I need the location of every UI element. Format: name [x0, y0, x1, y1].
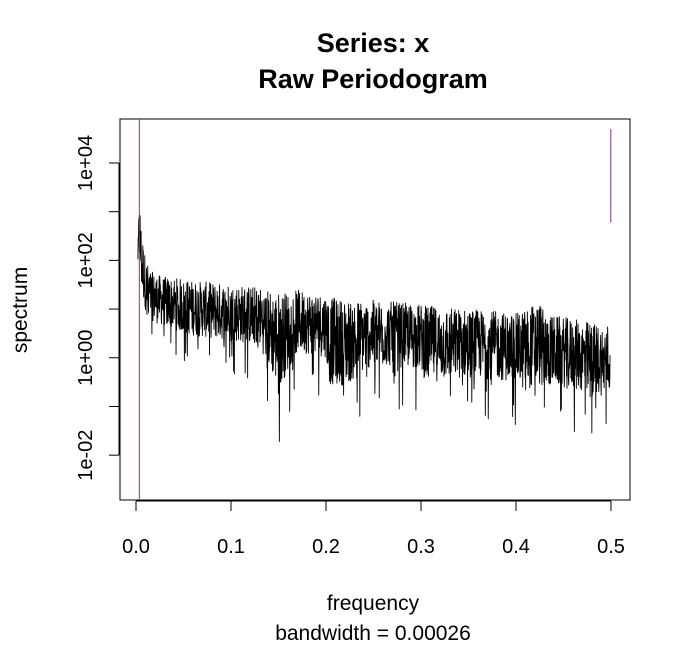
y-tick-label: 1e+04 [75, 135, 97, 191]
chart-title: Series: x [317, 28, 430, 58]
spectrum-line [137, 215, 611, 442]
plot-area [119, 118, 631, 501]
x-tick-label: 0.1 [217, 536, 245, 558]
y-axis: 1e-02 1e+00 1e+02 1e+04 [75, 135, 120, 481]
y-axis-label: spectrum [9, 267, 32, 353]
plot-frame [119, 118, 631, 501]
vertical-lines [138, 119, 612, 500]
x-axis-sublabel: bandwidth = 0.00026 [275, 622, 471, 645]
x-axis: 0.0 0.1 0.2 0.3 0.4 0.5 [122, 500, 625, 558]
spectrum-series [137, 215, 611, 442]
y-tick-label: 1e-02 [75, 430, 97, 481]
x-tick-label: 0.3 [407, 536, 435, 558]
x-tick-label: 0.2 [312, 536, 340, 558]
y-tick-label: 1e+00 [75, 330, 97, 386]
x-axis-label: frequency [327, 592, 420, 615]
x-tick-label: 0.5 [597, 536, 625, 558]
x-tick-label: 0.4 [502, 536, 530, 558]
y-tick-label: 1e+02 [75, 232, 97, 288]
x-tick-label: 0.0 [122, 536, 150, 558]
chart-subtitle: Raw Periodogram [258, 64, 488, 94]
